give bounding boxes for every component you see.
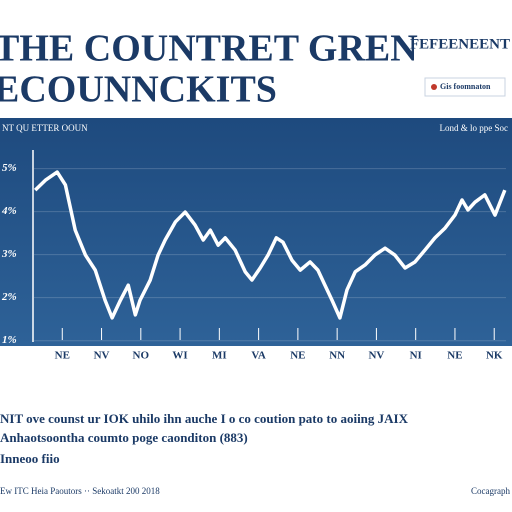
chart-title-line2: ECOUNNCKITS [0, 69, 277, 111]
x-tick-label: NV [368, 350, 384, 362]
y-tick-label: 1% [2, 334, 17, 346]
badge: Gis foomnaton [440, 82, 491, 91]
y-tick-label: 3% [1, 248, 17, 260]
y-tick-label: 2% [1, 291, 17, 303]
x-tick-label: NE [290, 350, 305, 362]
note: Inneoo fiio [0, 451, 60, 466]
x-tick-label: WI [172, 350, 187, 362]
badge-icon [431, 84, 437, 90]
plot-panel [0, 118, 512, 346]
note: NIT ove counst ur IOK uhilo ihn auche I … [0, 411, 409, 426]
note: Anhaotsoontha coumto poge caonditon (883… [0, 430, 248, 445]
line-series [33, 170, 507, 320]
x-tick-label: NE [447, 350, 462, 362]
x-tick-label: NI [410, 350, 422, 362]
y-tick-label: 5% [2, 162, 17, 174]
x-tick-label: NK [486, 350, 503, 362]
corner-label: FEFEENEENT [410, 36, 510, 52]
x-tick-label: NN [329, 350, 345, 362]
panel-note: Lond & lo ppe Soc [440, 123, 509, 133]
x-tick-label: VA [251, 350, 266, 362]
x-tick-label: NV [94, 350, 110, 362]
panel-title: NT QU ETTER OOUN [2, 123, 88, 133]
footer-right: Cocagraph [471, 486, 510, 496]
footer-left: Ew ITC Heia Paoutors ·· Sekoatkt 200 201… [0, 486, 160, 496]
x-tick-label: NO [133, 350, 150, 362]
badge-box [424, 77, 506, 97]
y-tick-label: 4% [1, 205, 17, 217]
chart-title: THE COUNTRET GREN [0, 28, 418, 70]
x-tick-label: MI [212, 350, 227, 362]
x-tick-label: NE [55, 350, 70, 362]
